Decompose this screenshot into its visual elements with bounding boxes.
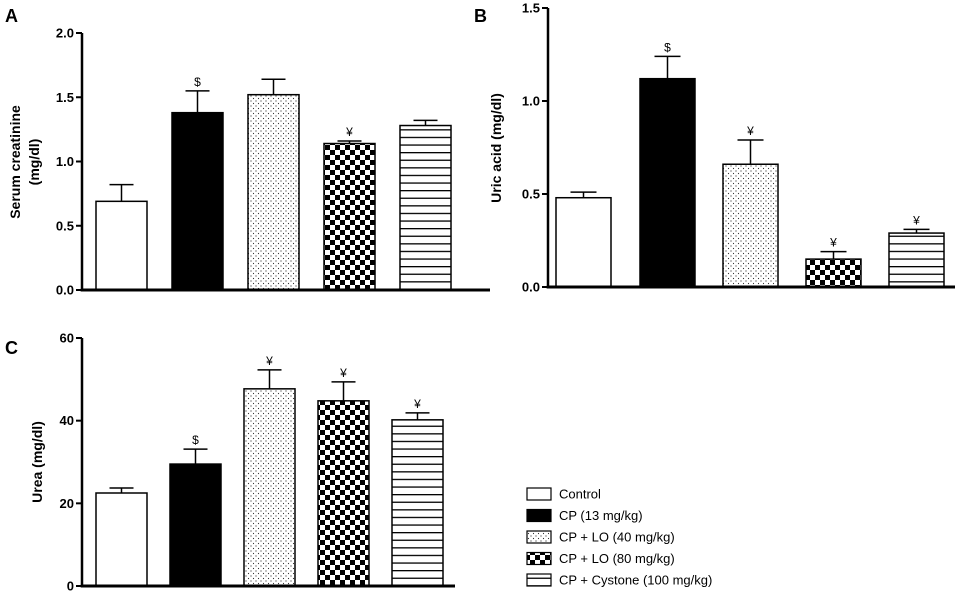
panel-c-significance-mark-cp-13: $ xyxy=(192,433,199,447)
panel-b-y-tick-label: 1.0 xyxy=(522,94,540,109)
panel-b-bar-cp-13 xyxy=(639,77,696,288)
legend-swatch-cp-13 xyxy=(526,508,552,523)
panel-a-y-axis-title-line-2: (mg/dl) xyxy=(26,139,42,186)
panel-a-y-tick-label: 0.0 xyxy=(56,283,74,298)
panel-c-bar-cp-13 xyxy=(169,463,222,587)
panel-a-y-tick-label: 2.0 xyxy=(56,26,74,41)
legend-label-cp-lo-80: CP + LO (80 mg/kg) xyxy=(559,551,675,566)
panel-b-letter: B xyxy=(474,6,487,26)
panel-b-bar-cp-cystone-100 xyxy=(888,232,945,288)
panel-c: C Urea (mg/dl) $ ¥ ¥ ¥0 20 40 60 xyxy=(5,331,455,593)
panel-b-y-tick-label: 0.5 xyxy=(522,187,540,202)
panel-a-bar-cp-13 xyxy=(171,111,224,291)
panel-a-significance-mark-cp-13: $ xyxy=(194,75,201,89)
panel-a-y-tick-label: 1.5 xyxy=(56,90,74,105)
panel-a-bar-cp-lo-40 xyxy=(247,93,300,291)
panel-c-letter: C xyxy=(5,338,18,358)
panel-a-bar-cp-cystone-100 xyxy=(399,124,452,291)
panel-c-y-axis-title-line-1: Urea (mg/dl) xyxy=(29,421,45,503)
panel-a-y-tick-label: 1.0 xyxy=(56,154,74,169)
panel-b-bar-control xyxy=(555,196,612,288)
panel-c-significance-mark-cp-lo-80: ¥ xyxy=(339,366,347,380)
figure-legend: Control CP (13 mg/kg) CP + LO (40 mg/kg) CP… xyxy=(526,487,712,588)
panel-a-bar-control xyxy=(95,200,148,291)
legend-label-cp-lo-40: CP + LO (40 mg/kg) xyxy=(559,530,675,545)
panel-a-y-tick-label: 0.5 xyxy=(56,218,74,233)
legend-label-cp-13: CP (13 mg/kg) xyxy=(559,508,643,523)
panel-b-bar-cp-lo-80 xyxy=(805,258,862,288)
panel-a: A Serum creatinine (mg/dl) $ ¥0.0 0.5 1.0 1.5 2.… xyxy=(5,6,490,298)
panel-a-bar-cp-lo-80 xyxy=(323,142,376,291)
panel-b-y-axis-title-line-1: Uric acid (mg/dl) xyxy=(488,93,504,203)
panel-b-significance-mark-cp-lo-40: ¥ xyxy=(746,124,754,138)
legend-swatch-cp-lo-80 xyxy=(526,551,552,566)
panel-c-y-tick-label: 40 xyxy=(60,413,74,428)
panel-a-letter: A xyxy=(5,6,18,26)
legend-label-cp-cystone-100: CP + Cystone (100 mg/kg) xyxy=(559,573,712,588)
panel-a-y-axis-title-line-1: Serum creatinine xyxy=(7,105,23,219)
panel-b-significance-mark-cp-lo-80: ¥ xyxy=(829,236,837,250)
legend-swatch-control xyxy=(526,487,552,501)
panel-c-bar-cp-cystone-100 xyxy=(391,419,444,587)
panel-a-significance-mark-cp-lo-80: ¥ xyxy=(345,125,353,139)
panel-c-y-tick-label: 0 xyxy=(67,579,74,593)
panel-b-significance-mark-cp-cystone-100: ¥ xyxy=(912,213,920,227)
panel-b-bar-cp-lo-40 xyxy=(722,163,779,288)
panel-b: B Uric acid (mg/dl) $ ¥ ¥ ¥0.0 0.5 1.0 1.5 xyxy=(474,1,955,295)
panel-c-bar-cp-lo-80 xyxy=(317,400,370,587)
chart-panels: A Serum creatinine (mg/dl) $ ¥0.0 0.5 1.0 1.5 2.… xyxy=(5,1,955,593)
panel-c-bar-control xyxy=(95,492,148,587)
panel-c-y-tick-label: 20 xyxy=(60,496,74,511)
legend-swatch-cp-cystone-100 xyxy=(526,573,552,587)
panel-b-significance-mark-cp-13: $ xyxy=(664,40,671,54)
panel-c-bar-cp-lo-40 xyxy=(243,388,296,587)
panel-c-significance-mark-cp-cystone-100: ¥ xyxy=(413,397,421,411)
panel-b-y-tick-label: 1.5 xyxy=(522,1,540,16)
legend-label-control: Control xyxy=(559,487,601,502)
legend-swatch-cp-lo-40 xyxy=(526,530,552,544)
panel-c-y-tick-label: 60 xyxy=(60,331,74,346)
panel-c-significance-mark-cp-lo-40: ¥ xyxy=(265,354,273,368)
panel-b-y-tick-label: 0.0 xyxy=(522,280,540,295)
